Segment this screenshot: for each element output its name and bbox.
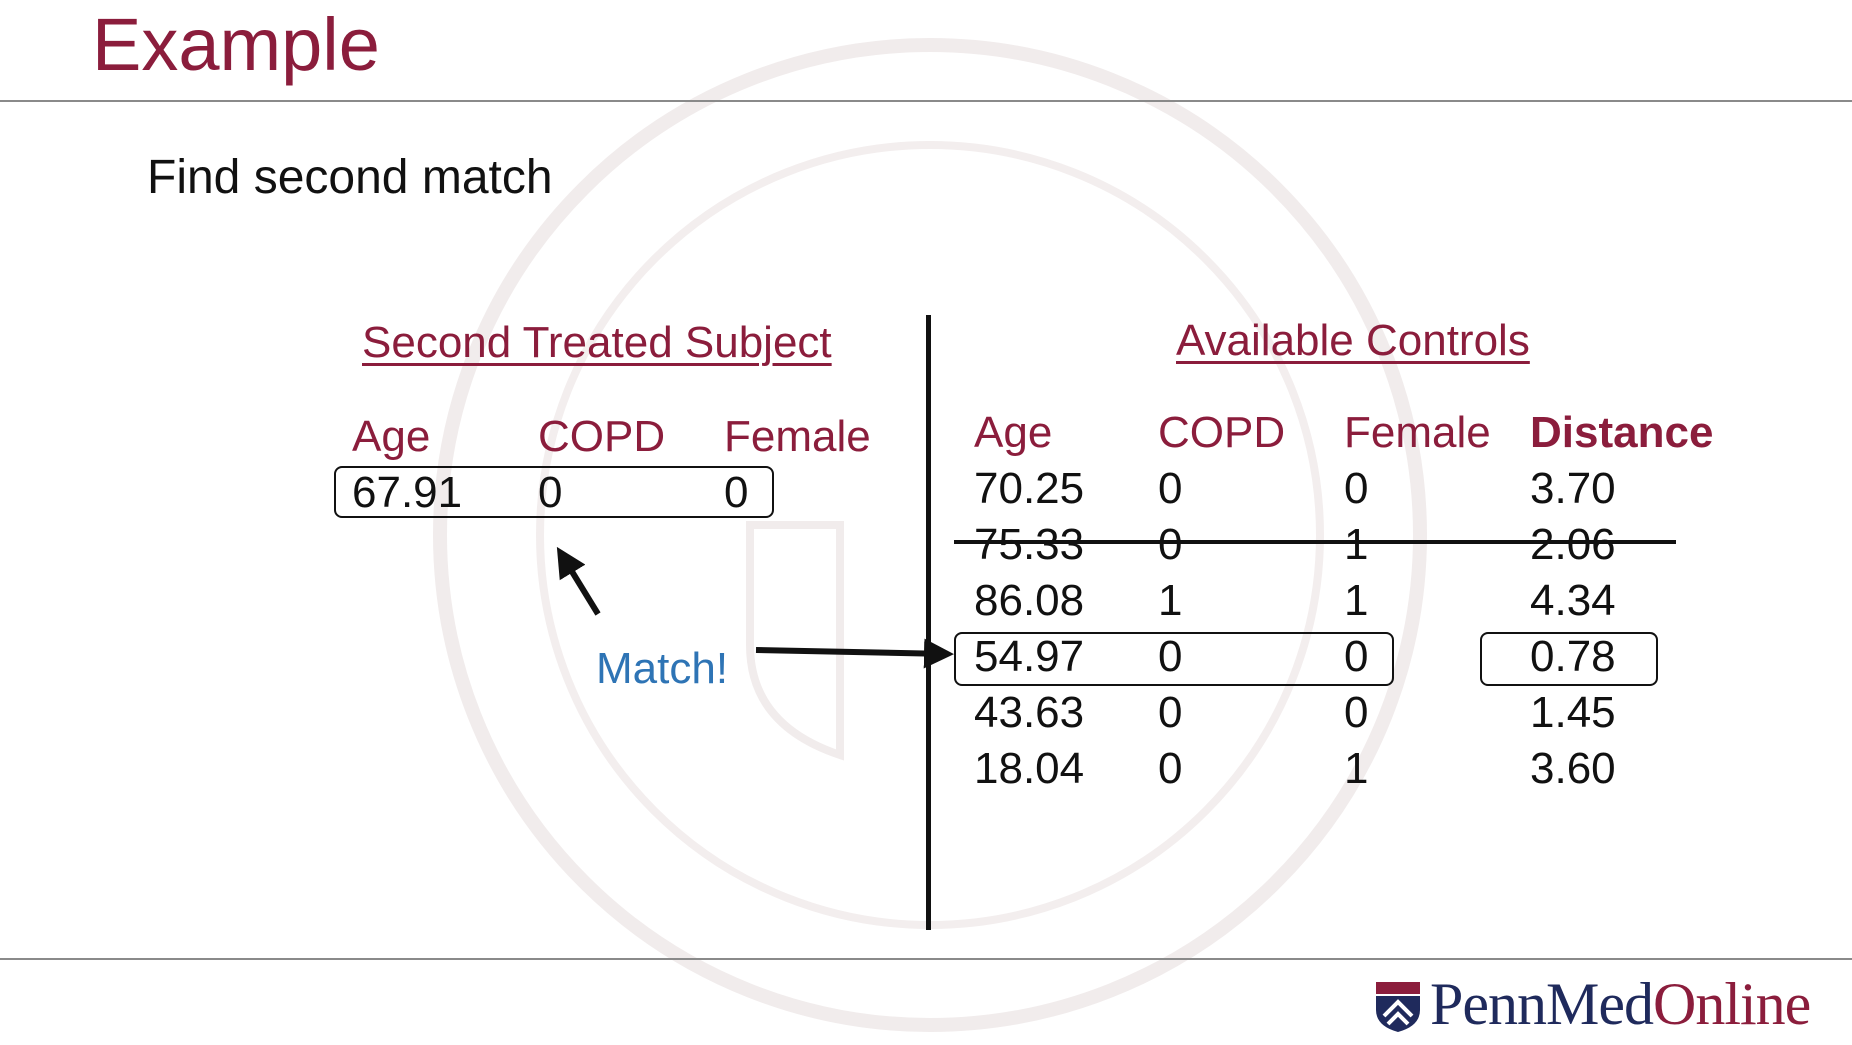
slide-title: Example (92, 3, 380, 86)
control-row-2-age: 75.33 (974, 520, 1085, 569)
penn-shield-icon (1376, 982, 1420, 1032)
control-row-3-distance: 4.34 (1530, 576, 1616, 625)
control-row-6-female: 1 (1344, 744, 1369, 793)
treated-copd: 0 (538, 468, 563, 517)
control-row-2-female: 1 (1344, 520, 1369, 569)
title-divider (0, 100, 1852, 102)
match-label: Match! (596, 644, 729, 693)
slide-subtitle: Find second match (147, 151, 553, 204)
treated-col-age: Age (352, 412, 431, 461)
arrow-to-treated (556, 546, 601, 616)
treated-col-copd: COPD (538, 412, 666, 461)
control-row-5-female: 0 (1344, 688, 1369, 737)
controls-col-copd: COPD (1158, 408, 1286, 457)
treated-col-female: Female (724, 412, 871, 461)
control-row-6-copd: 0 (1158, 744, 1183, 793)
control-row-4-female: 0 (1344, 632, 1369, 681)
controls-col-female: Female (1344, 408, 1491, 457)
control-row-2-copd: 0 (1158, 520, 1183, 569)
control-row-4-age: 54.97 (974, 632, 1085, 681)
controls-col-age: Age (974, 408, 1053, 457)
control-row-4-copd: 0 (1158, 632, 1183, 681)
matched-distance-box (1480, 632, 1658, 686)
control-row-1-age: 70.25 (974, 464, 1085, 513)
control-row-6-distance: 3.60 (1530, 744, 1616, 793)
treated-age: 67.91 (352, 468, 463, 517)
control-row-1-copd: 0 (1158, 464, 1183, 513)
control-row-3-age: 86.08 (974, 576, 1085, 625)
column-divider (926, 315, 931, 930)
used-control-strikethrough (954, 540, 1676, 544)
matched-control-box (954, 632, 1394, 686)
control-row-5-age: 43.63 (974, 688, 1085, 737)
control-row-1-distance: 3.70 (1530, 464, 1616, 513)
controls-heading: Available Controls (1176, 316, 1530, 365)
control-row-6-age: 18.04 (974, 744, 1085, 793)
treated-row-box (334, 466, 774, 518)
control-row-3-copd: 1 (1158, 576, 1183, 625)
treated-heading: Second Treated Subject (362, 318, 832, 367)
control-row-2-distance: 2.06 (1530, 520, 1616, 569)
treated-female: 0 (724, 468, 749, 517)
logo-wordmark: PennMedOnline (1430, 970, 1811, 1039)
footer-divider (0, 958, 1852, 960)
arrow-to-control (755, 638, 954, 669)
logo-penn: Penn (1430, 971, 1547, 1037)
control-row-5-copd: 0 (1158, 688, 1183, 737)
control-row-5-distance: 1.45 (1530, 688, 1616, 737)
logo-med: Med (1546, 971, 1654, 1037)
control-row-4-distance: 0.78 (1530, 632, 1616, 681)
controls-col-distance: Distance (1530, 408, 1714, 457)
logo-online: Online (1652, 971, 1811, 1037)
control-row-3-female: 1 (1344, 576, 1369, 625)
control-row-1-female: 0 (1344, 464, 1369, 513)
